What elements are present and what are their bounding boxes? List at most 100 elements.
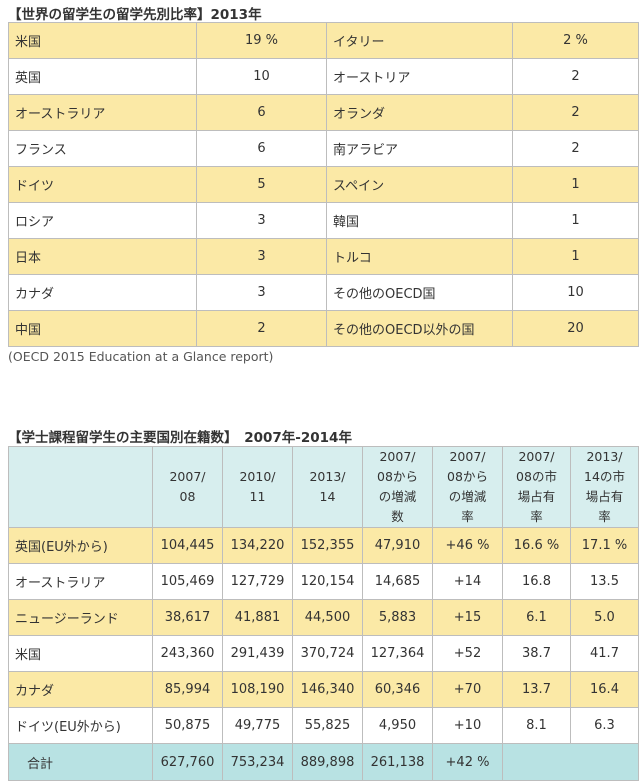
value-cell: 243,360 [152,635,223,672]
table-row: ロシア 3 韓国 1 [8,202,639,239]
left-country-cell: ドイツ [8,166,197,203]
right-share-cell: 20 [512,310,639,347]
value-cell: 38,617 [152,599,223,636]
column-header: 2013/14の市場占有率 [570,446,639,528]
column-header: 2007/08からの増減率 [432,446,503,528]
country-cell: 英国(EU外から) [8,527,153,564]
right-share-cell: 1 [512,166,639,203]
column-header-label: 2007/08 [169,469,206,504]
total-label-cell: 合計 [8,743,153,781]
column-header-label: 2010/11 [239,469,276,504]
value-cell: 5.0 [570,599,639,636]
table-row: カナダ 3 その他のOECD国 10 [8,274,639,311]
value-cell: 55,825 [292,707,363,744]
header-row: 2007/08 2010/11 2013/14 2007/08からの増減数 2007/0… [8,446,639,528]
total-value-cell: 753,234 [222,743,293,781]
total-value-cell: +42 % [432,743,503,781]
value-cell: +15 [432,599,503,636]
header-corner-cell [8,446,153,528]
section2-title-years: 2007年-2014年 [244,430,352,446]
total-row: 合計 627,760 753,234 889,898 261,138 +42 % [8,743,639,781]
column-header-label: 2007/08からの増減率 [447,449,488,524]
right-country-cell: その他のOECD以外の国 [326,310,513,347]
value-cell: 44,500 [292,599,363,636]
country-cell: カナダ [8,671,153,708]
value-cell: 4,950 [362,707,433,744]
value-cell: 41,881 [222,599,293,636]
value-cell: 5,883 [362,599,433,636]
table-row: オーストラリア 105,469 127,729 120,154 14,685 +14 16.… [8,563,639,600]
left-share-cell: 6 [196,94,327,131]
left-share-cell: 2 [196,310,327,347]
right-country-cell: イタリー [326,22,513,59]
table-row: 英国(EU外から) 104,445 134,220 152,355 47,910 +46 … [8,527,639,564]
left-share-cell: 10 [196,58,327,95]
column-header-label: 2007/08からの増減数 [377,449,418,524]
column-header: 2013/14 [292,446,363,528]
left-country-cell: 日本 [8,238,197,275]
left-country-cell: フランス [8,130,197,167]
total-value-cell: 889,898 [292,743,363,781]
undergrad-enrollment-table: 2007/08 2010/11 2013/14 2007/08からの増減数 2007/0… [8,446,639,781]
left-share-cell: 3 [196,202,327,239]
table-row: 中国 2 その他のOECD以外の国 20 [8,310,639,347]
table-row: カナダ 85,994 108,190 146,340 60,346 +70 13.7 16.4 [8,671,639,708]
value-cell: 13.7 [502,671,571,708]
left-country-cell: 中国 [8,310,197,347]
value-cell: 108,190 [222,671,293,708]
value-cell: +14 [432,563,503,600]
column-header: 2007/08 [152,446,223,528]
value-cell: 370,724 [292,635,363,672]
value-cell: 14,685 [362,563,433,600]
value-cell: 50,875 [152,707,223,744]
total-value-cell: 627,760 [152,743,223,781]
left-share-cell: 3 [196,274,327,311]
column-header-label: 2013/14 [309,469,346,504]
right-country-cell: 南アラビア [326,130,513,167]
value-cell: 16.4 [570,671,639,708]
right-share-cell: 10 [512,274,639,311]
right-country-cell: トルコ [326,238,513,275]
country-cell: ドイツ(EU外から) [8,707,153,744]
value-cell: 41.7 [570,635,639,672]
value-cell: 38.7 [502,635,571,672]
value-cell: 291,439 [222,635,293,672]
value-cell: 8.1 [502,707,571,744]
value-cell: 6.1 [502,599,571,636]
value-cell: 127,364 [362,635,433,672]
value-cell: 104,445 [152,527,223,564]
left-country-cell: カナダ [8,274,197,311]
value-cell: 16.6 % [502,527,571,564]
section1-title: 【世界の留学生の留学先別比率】2013年 [8,7,262,23]
value-cell: +70 [432,671,503,708]
country-cell: ニュージーランド [8,599,153,636]
table-row: 英国 10 オーストリア 2 [8,58,639,95]
table-row: フランス 6 南アラビア 2 [8,130,639,167]
right-share-cell: 2 % [512,22,639,59]
right-country-cell: その他のOECD国 [326,274,513,311]
table-row: 米国 243,360 291,439 370,724 127,364 +52 38.7 41.… [8,635,639,672]
value-cell: 134,220 [222,527,293,564]
left-country-cell: オーストラリア [8,94,197,131]
value-cell: 16.8 [502,563,571,600]
value-cell: 152,355 [292,527,363,564]
right-share-cell: 2 [512,58,639,95]
value-cell: 13.5 [570,563,639,600]
right-country-cell: オランダ [326,94,513,131]
value-cell: 85,994 [152,671,223,708]
left-share-cell: 19 % [196,22,327,59]
right-share-cell: 2 [512,94,639,131]
left-country-cell: ロシア [8,202,197,239]
empty-diagonal-cell [502,743,639,781]
table-row: オーストラリア 6 オランダ 2 [8,94,639,131]
study-destination-share-table: 米国 19 % イタリー 2 % 英国 10 オーストリア 2 オーストラリア 6 オランダ 2 フラン… [8,22,639,347]
section2-title-text: 【学士課程留学生の主要国別在籍数】 [8,430,238,446]
value-cell: 120,154 [292,563,363,600]
value-cell: 49,775 [222,707,293,744]
value-cell: 6.3 [570,707,639,744]
column-header: 2010/11 [222,446,293,528]
column-header-label: 2007/08の市場占有率 [516,449,557,524]
table-row: 日本 3 トルコ 1 [8,238,639,275]
right-share-cell: 2 [512,130,639,167]
left-share-cell: 5 [196,166,327,203]
